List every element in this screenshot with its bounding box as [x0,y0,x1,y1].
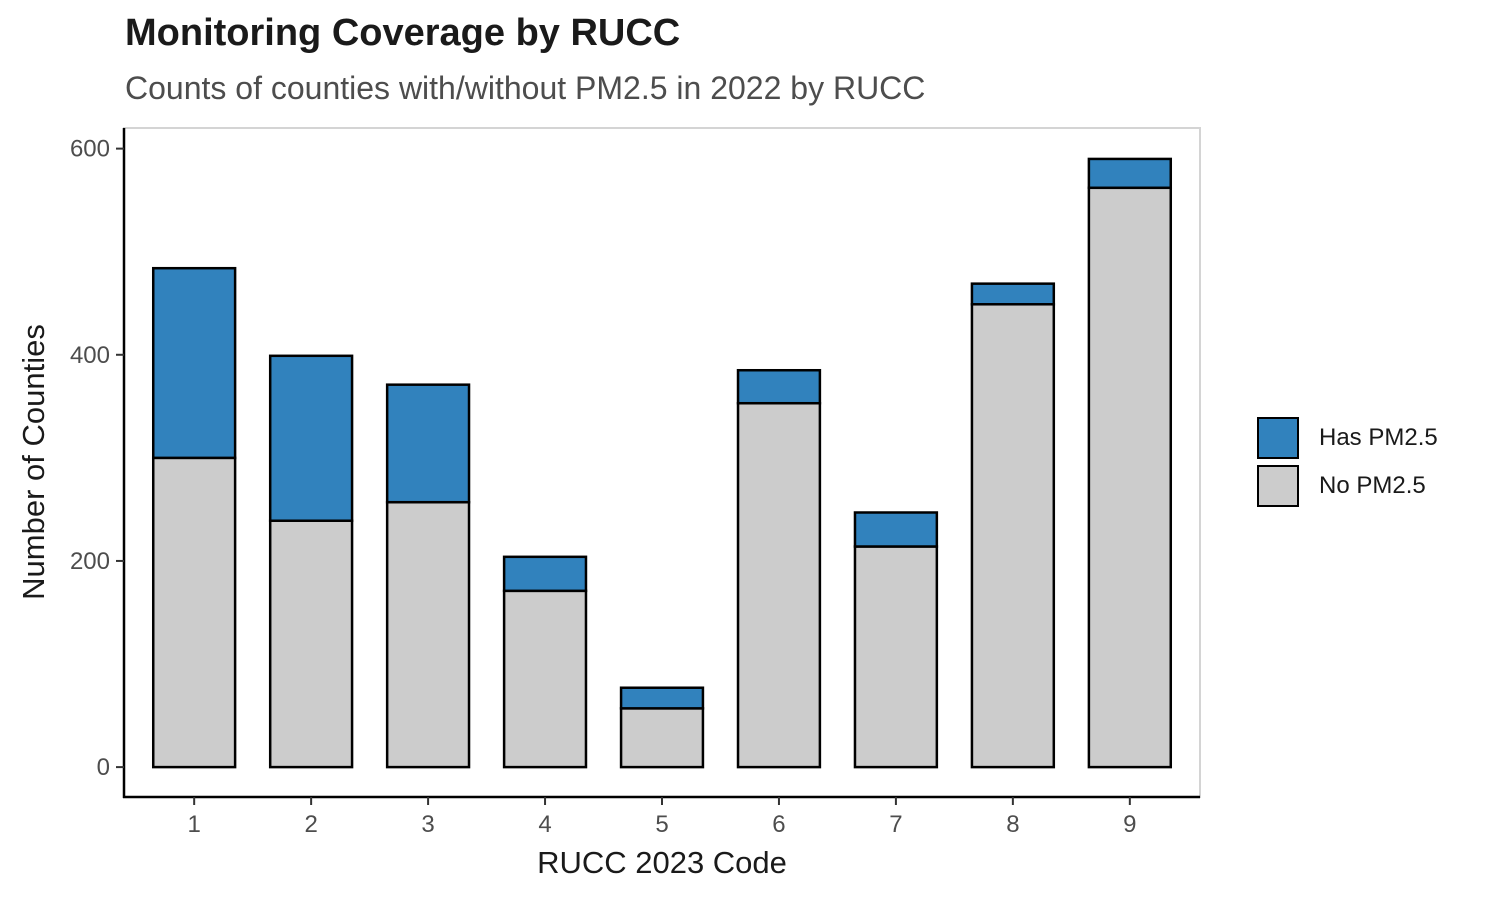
x-tick-label: 4 [538,811,551,838]
y-tick-label: 0 [97,754,110,781]
legend-item: No PM2.5 [1257,462,1438,510]
x-axis-ticks: 1 2 3 4 5 6 7 8 9 [187,797,1137,838]
bar-rucc-2-no-pm25 [268,519,354,769]
bar-rucc-7-has-pm25 [853,511,939,548]
bar-rucc-3-has-pm25 [385,383,471,504]
x-tick-label: 1 [187,811,200,838]
bar-rucc-9-no-pm25 [1087,186,1173,769]
x-tick-label: 6 [772,811,785,838]
y-axis-title: Number of Counties [16,324,51,600]
bar-rucc-3-no-pm25 [385,500,471,769]
x-tick-label: 7 [889,811,902,838]
bar-rucc-4-has-pm25 [502,555,588,593]
bar-rucc-5-has-pm25 [619,686,705,710]
legend: Has PM2.5 No PM2.5 [1257,414,1438,510]
bar-rucc-4-no-pm25 [502,589,588,769]
bar-rucc-9-has-pm25 [1087,157,1173,190]
x-tick-label: 5 [655,811,668,838]
x-tick-label: 9 [1123,811,1136,838]
x-tick-label: 8 [1006,811,1019,838]
x-axis-title: RUCC 2023 Code [537,845,787,880]
y-tick-label: 200 [70,548,110,575]
x-tick-label: 2 [304,811,317,838]
x-tick-label: 3 [421,811,434,838]
chart-subtitle: Counts of counties with/without PM2.5 in… [125,70,926,106]
bar-rucc-1-has-pm25 [151,266,237,460]
y-tick-label: 400 [70,342,110,369]
legend-label: No PM2.5 [1319,472,1426,499]
y-tick-label: 600 [70,136,110,163]
bar-rucc-8-has-pm25 [970,282,1056,306]
bar-rucc-5-no-pm25 [619,707,705,769]
bar-rucc-8-no-pm25 [970,303,1056,769]
bar-rucc-6-no-pm25 [736,401,822,769]
legend-item: Has PM2.5 [1257,414,1438,462]
bar-rucc-7-no-pm25 [853,545,939,769]
y-axis-ticks: 0 200 400 600 [70,136,124,781]
bar-rucc-6-has-pm25 [736,368,822,405]
legend-label: Has PM2.5 [1319,424,1438,451]
bars-group [151,157,1173,769]
chart-title: Monitoring Coverage by RUCC [125,12,681,54]
legend-swatch [1257,417,1299,459]
legend-swatch [1257,465,1299,507]
bar-rucc-1-no-pm25 [151,456,237,769]
bar-rucc-2-has-pm25 [268,354,354,522]
